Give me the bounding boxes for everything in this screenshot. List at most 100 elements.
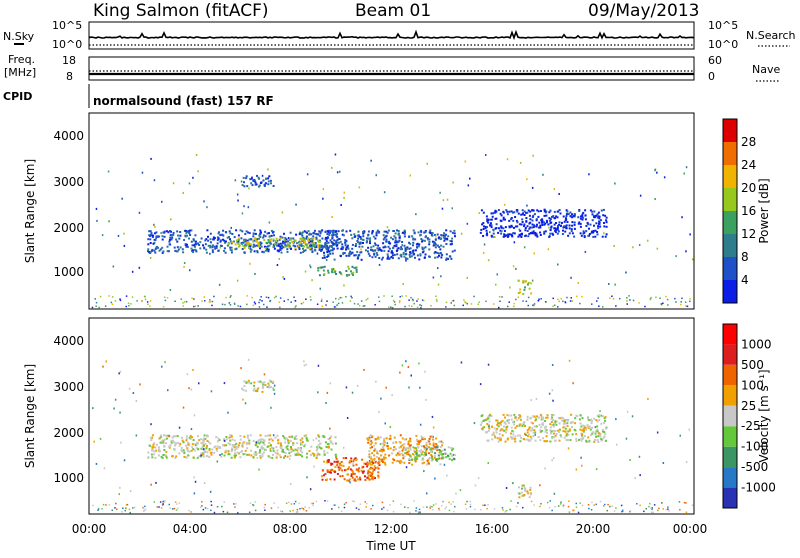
velocity-echo-524 [320, 475, 323, 478]
velocity-echo-1488 [685, 511, 688, 513]
power-echo-1206 [500, 214, 503, 217]
power-echo-1904 [269, 239, 272, 242]
power-echo-303 [187, 230, 190, 233]
power-echo-572 [265, 241, 268, 244]
velocity-echo-425 [160, 456, 163, 458]
power-echo-1475 [593, 216, 596, 219]
noise-panel-frame [88, 21, 695, 50]
power-echo-1566 [420, 307, 422, 309]
velocity-echo-1732 [272, 434, 275, 437]
power-echo-897 [397, 247, 400, 250]
velocity-echo-323 [203, 437, 205, 440]
power-echo-1730 [399, 296, 401, 298]
power-echo-1838 [509, 286, 511, 289]
power-echo-422 [214, 247, 217, 250]
power-echo-280 [308, 241, 311, 244]
power-echo-1008 [394, 236, 397, 239]
velocity-echo-986 [450, 447, 453, 449]
power-ytick-3000: 3000 [53, 175, 84, 189]
power-echo-1481 [592, 231, 595, 234]
power-echo-616 [254, 181, 257, 184]
power-echo-1302 [598, 220, 601, 223]
velocity-echo-476 [287, 439, 289, 442]
velocity-echo-1706 [534, 433, 536, 436]
power-echo-1756 [667, 304, 669, 306]
velocity-echo-628 [355, 475, 358, 478]
power-echo-1490 [557, 224, 559, 227]
power-echo-651 [444, 237, 447, 240]
velocity-echo-547 [336, 473, 339, 475]
power-echo-1780 [608, 283, 610, 285]
power-echo-277 [219, 239, 222, 242]
power-echo-1588 [258, 301, 260, 304]
velocity-echo-366 [224, 449, 227, 452]
power-echo-499 [243, 247, 246, 249]
power-echo-491 [309, 247, 312, 250]
power-echo-1427 [604, 235, 607, 238]
power-echo-1750 [485, 300, 487, 303]
velocity-echo-622 [331, 462, 334, 465]
velocity-echo-982 [442, 456, 445, 459]
power-echo-1668 [463, 299, 465, 301]
power-echo-1737 [394, 303, 396, 306]
power-echo-891 [389, 242, 392, 245]
power-echo-1906 [154, 225, 156, 228]
power-echo-1523 [392, 299, 395, 302]
power-echo-628 [245, 177, 248, 180]
power-echo-1055 [401, 231, 404, 234]
velocity-echo-519 [262, 384, 265, 387]
velocity-echo-1098 [563, 425, 566, 428]
power-echo-866 [347, 244, 349, 247]
power-echo-759 [399, 248, 402, 251]
velocity-echo-270 [187, 449, 189, 452]
power-echo-1923 [331, 166, 333, 169]
power-echo-751 [428, 255, 431, 258]
velocity-echo-1230 [552, 429, 555, 432]
velocity-echo-1505 [126, 503, 129, 506]
velocity-echo-1158 [544, 420, 547, 422]
power-echo-1409 [565, 218, 568, 221]
velocity-echo-1060 [580, 437, 583, 440]
xtick-1200: 12:00 [374, 522, 409, 536]
velocity-echo-1832 [240, 367, 242, 370]
velocity-echo-964 [420, 453, 423, 456]
velocity-echo-14 [257, 439, 260, 442]
velocity-echo-277 [323, 436, 326, 439]
power-echo-1883 [426, 162, 428, 165]
power-echo-615 [258, 185, 260, 188]
power-echo-1915 [112, 265, 115, 268]
power-echo-734 [335, 235, 338, 238]
power-echo-804 [442, 245, 445, 248]
power-echo-475 [264, 235, 267, 238]
velocity-colorbar-tick-7: -1000 [741, 481, 776, 495]
velocity-echo-1009 [525, 434, 527, 436]
velocity-echo-593 [371, 473, 374, 476]
power-echo-1074 [345, 270, 348, 272]
power-echo-1250 [565, 217, 567, 220]
power-echo-1047 [398, 236, 401, 239]
power-echo-716 [385, 238, 388, 241]
power-echo-1473 [605, 221, 608, 224]
velocity-echo-1425 [579, 502, 581, 504]
velocity-echo-356 [210, 453, 213, 456]
power-echo-1096 [355, 268, 358, 271]
velocity-echo-1602 [352, 500, 354, 502]
power-echo-247 [230, 246, 233, 249]
velocity-echo-437 [277, 439, 279, 442]
velocity-echo-1528 [115, 502, 117, 505]
power-echo-1621 [95, 301, 98, 304]
power-echo-1603 [193, 305, 195, 308]
velocity-echo-1058 [600, 422, 603, 425]
velocity-echo-1382 [529, 488, 532, 491]
power-echo-668 [403, 232, 406, 235]
power-echo-1411 [562, 215, 565, 218]
velocity-echo-1426 [557, 505, 560, 507]
velocity-echo-896 [441, 441, 444, 444]
velocity-echo-1533 [588, 507, 590, 510]
power-echo-1889 [123, 244, 126, 247]
velocity-echo-615 [348, 460, 351, 462]
velocity-echo-1411 [441, 504, 443, 507]
power-echo-1519 [391, 295, 393, 297]
power-echo-124 [283, 232, 285, 235]
velocity-echo-456 [278, 454, 281, 457]
